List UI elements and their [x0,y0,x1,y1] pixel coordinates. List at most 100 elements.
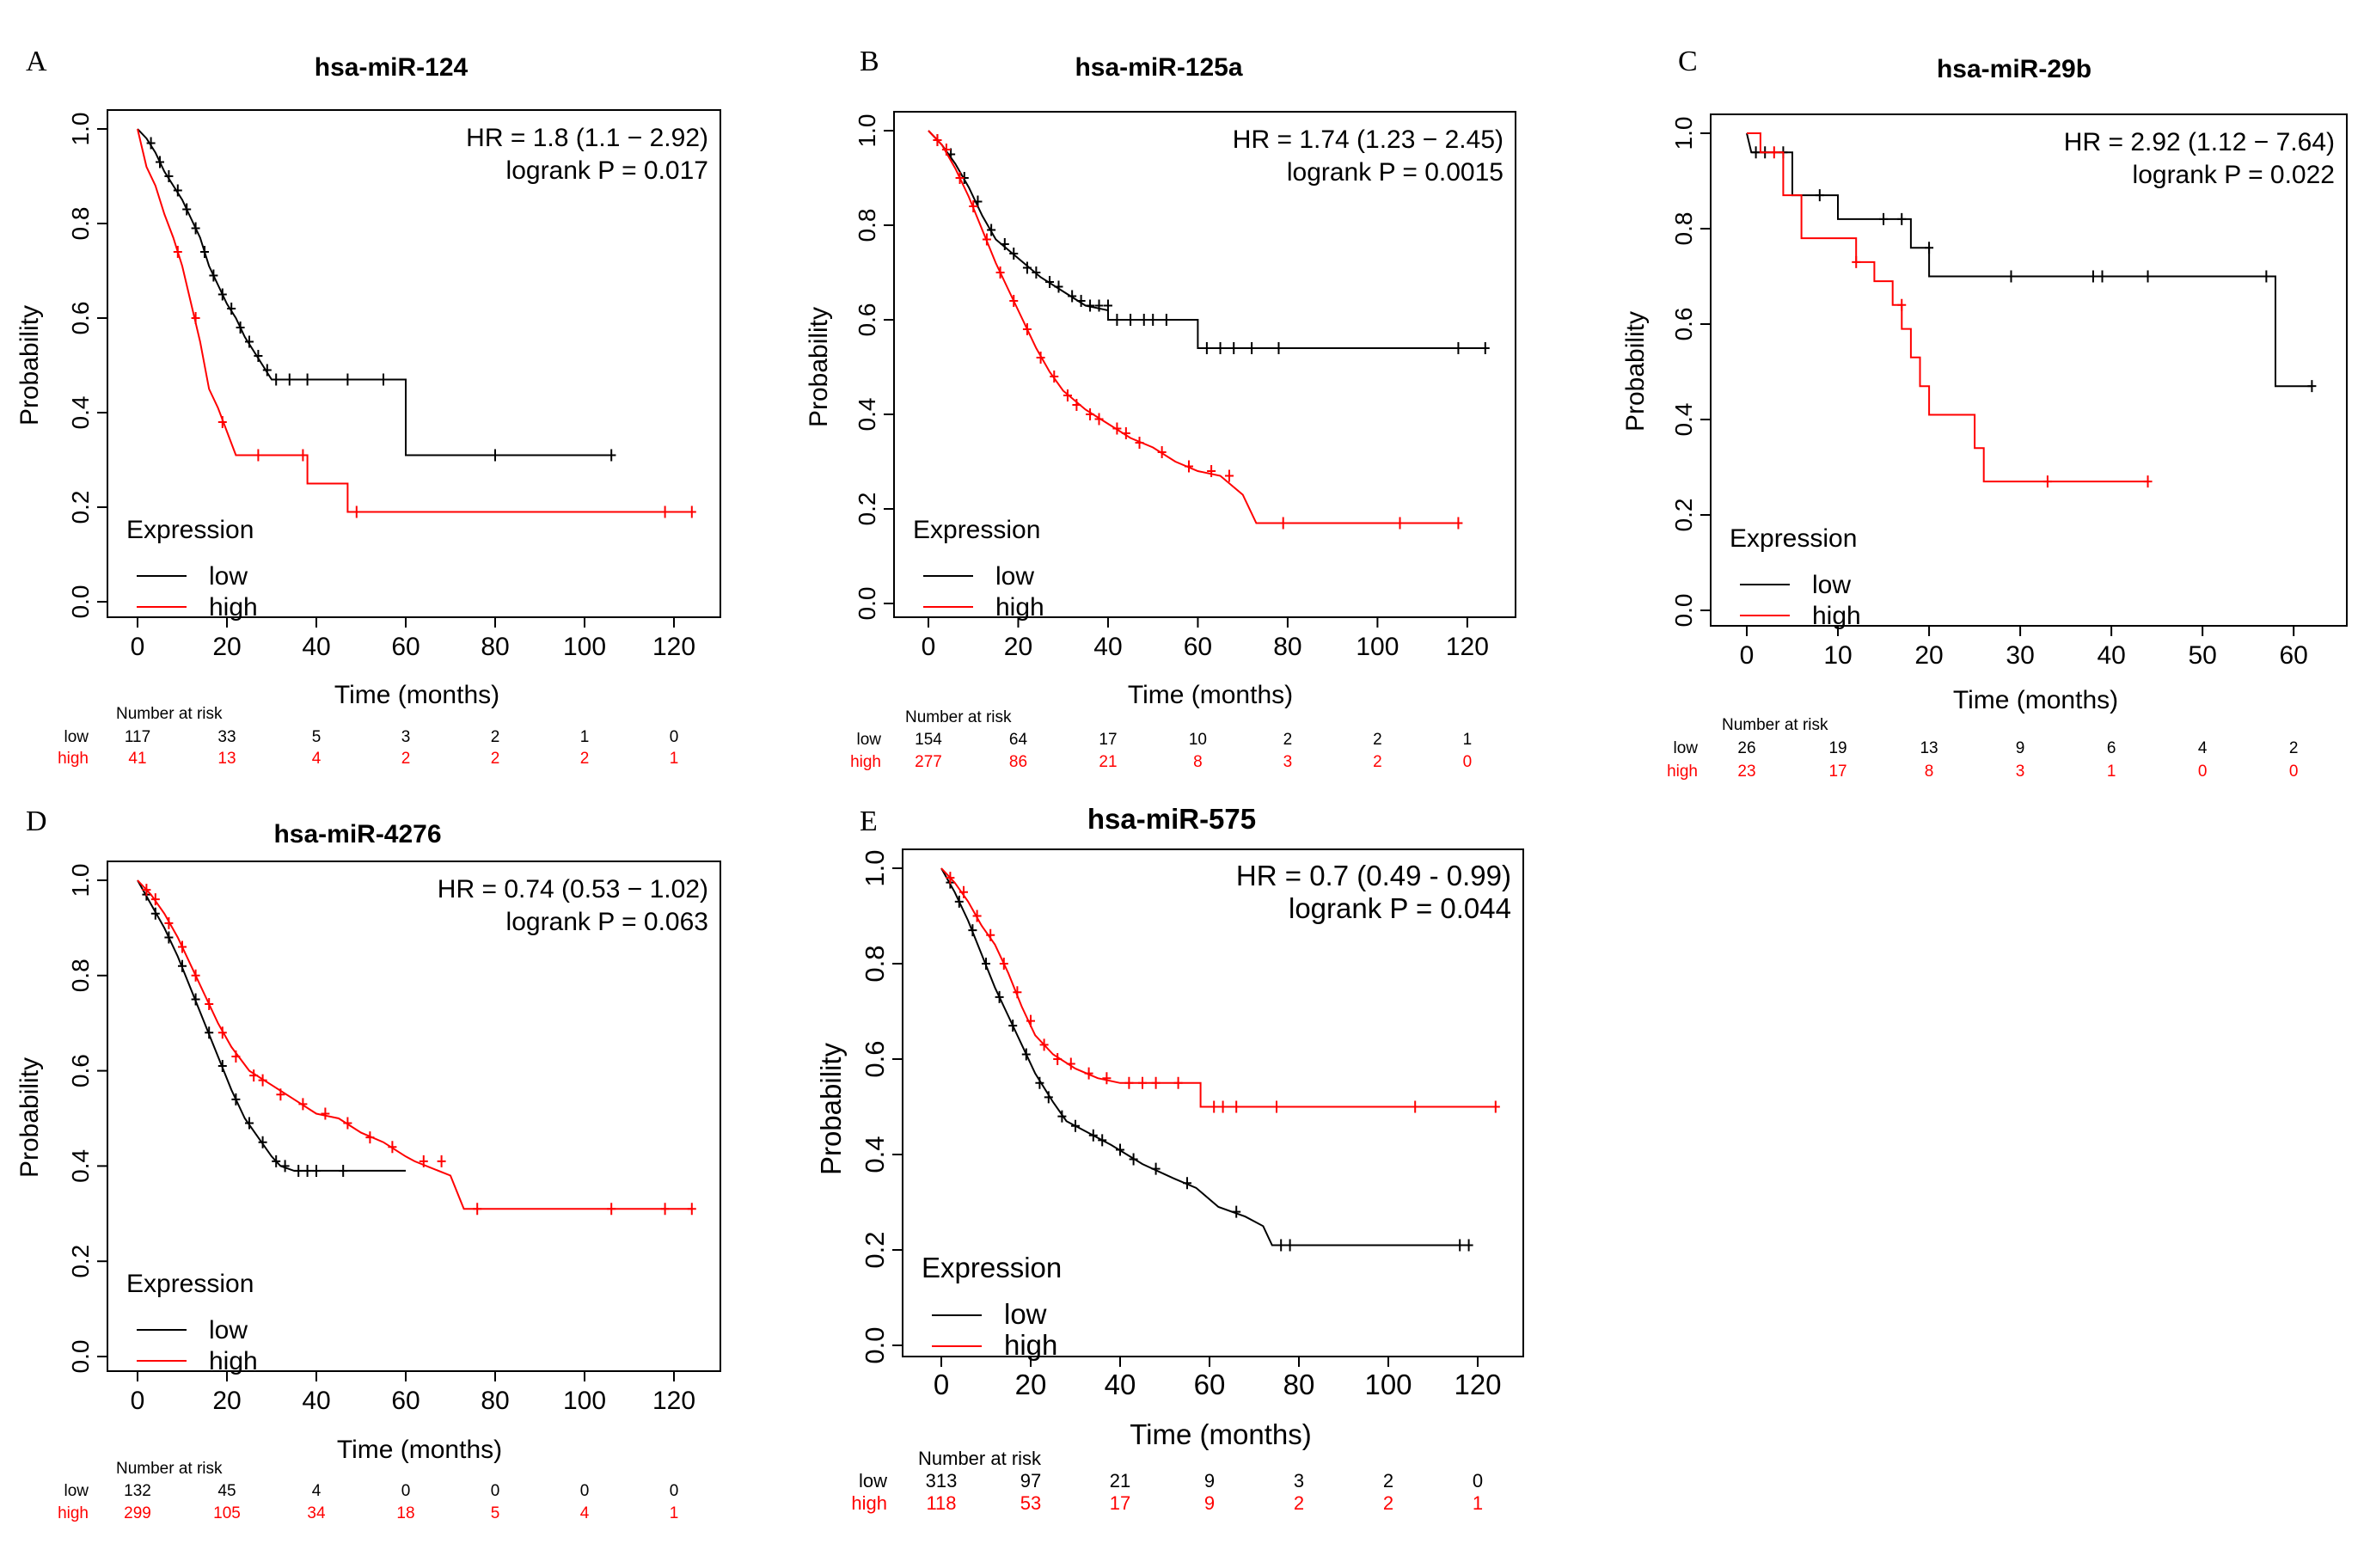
x-tick-label: 80 [1283,1369,1315,1400]
censor-mark-low [987,224,996,236]
censor-mark-low [1009,248,1019,260]
km-curve-low [137,879,406,1172]
censor-mark-low [280,1160,290,1173]
censor-mark-high [1086,408,1095,420]
censor-mark-low [254,350,263,362]
censor-mark-high [1173,1076,1183,1089]
censor-mark-low [1045,276,1055,288]
risk-value-high: 2 [1373,753,1382,771]
legend-label-high: high [995,593,1044,622]
censor-mark-low [294,1164,303,1177]
hr-annotation: HR = 0.7 (0.49 - 0.99) [1236,860,1511,891]
risk-value-low: 154 [915,731,942,749]
risk-value-low: 0 [401,1482,411,1500]
risk-value-low: 132 [124,1482,151,1500]
censor-mark-low [2262,270,2271,283]
plot-frame [902,848,1524,1357]
censor-mark-high [995,266,1005,279]
censor-mark-low [379,373,388,386]
risk-value-high: 118 [926,1492,956,1514]
censor-mark-high [999,958,1008,970]
y-tick-label: 0.8 [854,209,880,242]
censor-mark-low [1151,1162,1161,1175]
risk-value-low: 0 [580,1482,590,1500]
censor-mark-high [1066,1057,1075,1070]
censor-mark-low [1057,1110,1067,1123]
censor-mark-low [1035,1076,1044,1089]
plot-frame [893,111,1516,618]
censor-mark-low [1285,1239,1295,1252]
y-tick-label: 0.8 [67,207,94,241]
risk-row-label-high: high [850,753,881,771]
risk-row-label-low: low [64,1482,89,1500]
censor-mark-low [973,195,983,208]
logrank-annotation: logrank P = 0.0015 [1287,158,1504,187]
censor-mark-low [1897,212,1907,225]
risk-value-low: 0 [670,728,679,746]
censor-mark-high [687,505,696,518]
km-curve-high [1747,132,2148,483]
censor-mark-high [1072,399,1081,411]
censor-mark-low [1454,342,1463,354]
censor-mark-low [2006,270,2016,283]
censor-mark-high [1138,1076,1147,1089]
censor-mark-low [262,364,272,377]
risk-value-low: 19 [1828,739,1846,757]
risk-value-low: 0 [1473,1470,1483,1491]
censor-mark-low [1086,299,1095,312]
censor-mark-low [1076,295,1086,307]
censor-mark-low [1232,1205,1241,1218]
censor-mark-high [941,144,951,156]
chart-title: hsa-miR-125a [1075,53,1242,82]
risk-row-label-low: low [1673,739,1698,757]
risk-value-low: 10 [1189,731,1207,749]
censor-mark-low [191,993,200,1006]
censor-mark-high [254,449,263,462]
censor-mark-high [959,885,968,898]
censor-mark-high [1207,465,1216,477]
censor-mark-high [249,1069,259,1082]
censor-mark-low [1098,1134,1107,1147]
x-tick-label: 10 [1823,641,1852,670]
y-tick-label: 0.8 [1670,212,1697,246]
plot-frame [1710,113,2348,627]
logrank-annotation: logrank P = 0.022 [2133,161,2335,189]
panel-letter: C [1678,46,1698,77]
censor-mark-high [217,1026,227,1039]
censor-mark-high [191,312,200,324]
censor-mark-low [1464,1239,1473,1252]
legend-label-high: high [1004,1329,1057,1361]
censor-mark-high [191,969,200,982]
censor-mark-low [1455,1239,1465,1252]
risk-row-label-low: low [856,731,881,749]
x-tick-label: 40 [1093,633,1122,661]
km-curve-high [137,879,692,1210]
x-tick-label: 0 [934,1369,949,1400]
risk-value-low: 1 [1463,731,1473,749]
x-tick-label: 100 [1364,1369,1412,1400]
censor-mark-low [1879,212,1889,225]
censor-mark-low [2143,270,2153,283]
hr-annotation: HR = 1.8 (1.1 − 2.92) [466,124,708,152]
y-tick-label: 0.4 [1670,403,1697,437]
risk-value-high: 1 [1473,1492,1483,1514]
censor-mark-low [303,1164,312,1177]
censor-mark-high [1036,352,1045,364]
censor-mark-high [142,884,151,897]
censor-mark-low [231,1093,241,1106]
panel-letter: A [26,46,47,77]
risk-value-high: 34 [307,1504,326,1522]
x-tick-label: 120 [652,1387,695,1415]
censor-mark-low [1032,266,1041,279]
y-tick-label: 1.0 [860,849,890,886]
censor-mark-low [1229,342,1239,354]
censor-mark-high [258,1074,267,1087]
risk-value-high: 2 [1383,1492,1393,1514]
censor-mark-low [245,1117,254,1130]
y-tick-label: 0.6 [1670,308,1697,341]
censor-mark-low [1183,1177,1191,1190]
y-tick-label: 0.2 [1670,499,1697,532]
censor-mark-high [1013,986,1022,999]
risk-value-high: 21 [1099,753,1117,771]
censor-mark-low [272,1155,281,1167]
